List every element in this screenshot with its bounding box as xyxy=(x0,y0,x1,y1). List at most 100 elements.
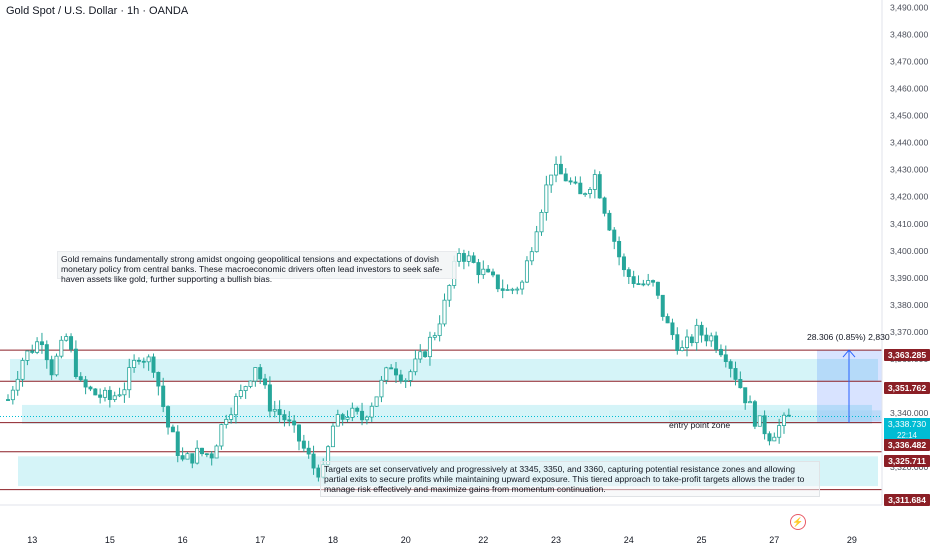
candle xyxy=(379,375,384,403)
candle xyxy=(437,315,442,342)
candle xyxy=(384,366,389,385)
candle xyxy=(258,363,263,384)
candle xyxy=(786,408,791,417)
candle xyxy=(15,371,20,396)
candle xyxy=(423,349,428,358)
candle xyxy=(39,332,44,354)
targets-note[interactable]: Targets are set conservatively and progr… xyxy=(320,461,820,497)
candle xyxy=(631,270,636,288)
candle xyxy=(204,453,209,458)
y-tick-label: 3,470.000 xyxy=(890,56,928,66)
candle xyxy=(103,387,108,402)
candle xyxy=(49,355,54,381)
candle xyxy=(64,333,69,342)
candle xyxy=(141,357,146,369)
candle xyxy=(442,293,447,327)
x-tick-label: 20 xyxy=(401,535,411,545)
candle xyxy=(675,327,680,355)
candle xyxy=(524,256,529,284)
candle xyxy=(685,329,690,357)
x-tick-label: 18 xyxy=(328,535,338,545)
y-tick-label: 3,480.000 xyxy=(890,29,928,39)
candle xyxy=(170,424,175,433)
candle xyxy=(694,318,699,351)
candle xyxy=(461,249,466,270)
candle xyxy=(738,371,743,389)
candle xyxy=(709,332,714,347)
candle xyxy=(44,340,49,369)
candle xyxy=(306,440,311,459)
candle xyxy=(544,175,549,221)
candle xyxy=(752,399,757,430)
y-tick-label: 3,490.000 xyxy=(890,2,928,12)
candle xyxy=(418,344,423,363)
candle xyxy=(602,196,607,217)
candle xyxy=(243,385,248,399)
candle xyxy=(505,284,510,291)
candle xyxy=(689,334,694,347)
candle xyxy=(287,411,292,427)
candle xyxy=(612,227,617,250)
candle xyxy=(199,447,204,457)
time-axis[interactable]: 13 15 16 17 18 20 22 23 24 25 27 29 xyxy=(0,504,882,545)
candle xyxy=(112,391,117,403)
candle xyxy=(680,340,685,352)
x-tick-label: 25 xyxy=(697,535,707,545)
candle xyxy=(253,367,258,387)
candle xyxy=(607,210,612,232)
x-tick-label: 29 xyxy=(847,535,857,545)
candle xyxy=(510,287,515,295)
candle xyxy=(767,431,772,446)
candle xyxy=(592,169,597,199)
candle xyxy=(369,402,374,422)
candle xyxy=(408,369,413,387)
entry-zone[interactable] xyxy=(669,410,882,422)
candle xyxy=(398,369,403,384)
y-tick-label: 3,430.000 xyxy=(890,165,928,175)
candle xyxy=(665,313,670,324)
candle xyxy=(83,375,88,395)
candle xyxy=(175,425,180,463)
candle xyxy=(360,402,365,426)
y-tick-label: 3,390.000 xyxy=(890,273,928,283)
candle xyxy=(330,423,335,448)
measure-layer[interactable] xyxy=(842,349,856,423)
y-tick-label: 3,380.000 xyxy=(890,300,928,310)
candle xyxy=(156,371,161,396)
candle xyxy=(335,409,340,427)
candle xyxy=(25,350,30,366)
candle xyxy=(132,354,137,373)
candle xyxy=(117,387,122,398)
candle xyxy=(127,358,132,398)
y-tick-label: 3,460.000 xyxy=(890,84,928,94)
candle xyxy=(549,174,554,193)
candle xyxy=(457,248,462,267)
candle xyxy=(166,405,171,435)
candle xyxy=(651,279,656,287)
fundamental-note[interactable]: Gold remains fundamentally strong amidst… xyxy=(57,251,457,284)
candle xyxy=(636,275,641,286)
candle xyxy=(267,376,272,418)
candle xyxy=(655,281,660,300)
candle xyxy=(214,444,219,459)
zone-1[interactable] xyxy=(10,358,878,381)
candle xyxy=(427,331,432,366)
y-tick-label: 3,320.000 xyxy=(890,462,928,472)
candle xyxy=(229,407,234,424)
candle xyxy=(626,267,631,285)
candle xyxy=(10,385,15,405)
candle xyxy=(364,415,369,425)
candle xyxy=(748,395,753,404)
candle xyxy=(714,331,719,353)
entry-zone-label: entry point zone xyxy=(669,420,731,430)
levels-layer xyxy=(0,349,882,491)
candle xyxy=(6,394,11,401)
candle xyxy=(296,424,301,451)
candle xyxy=(20,357,25,387)
candle xyxy=(282,409,287,427)
candle xyxy=(466,250,471,267)
lightning-icon[interactable]: ⚡ xyxy=(790,514,806,530)
y-tick-label: 3,420.000 xyxy=(890,192,928,202)
candle xyxy=(93,388,98,396)
